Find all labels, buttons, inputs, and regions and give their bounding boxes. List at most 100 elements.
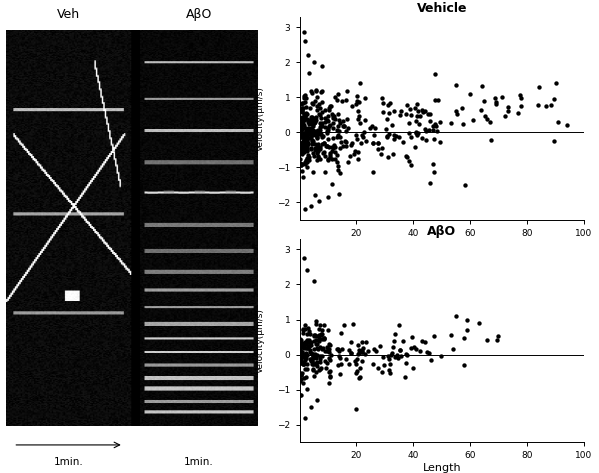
Point <box>305 357 315 364</box>
Point <box>459 334 469 342</box>
Point <box>355 98 364 105</box>
Point <box>298 340 308 347</box>
Point <box>549 137 559 145</box>
Point <box>318 149 328 157</box>
Point <box>304 153 314 160</box>
Point <box>320 123 329 131</box>
Point <box>297 371 306 378</box>
Point <box>301 161 310 168</box>
Point <box>357 348 367 355</box>
Point <box>302 128 312 135</box>
Point <box>333 345 343 352</box>
Point <box>329 112 338 120</box>
Point <box>298 125 307 132</box>
Point <box>298 329 308 336</box>
Point <box>313 340 322 348</box>
Point <box>401 153 411 160</box>
Point <box>368 140 378 147</box>
Point <box>317 140 326 148</box>
Point <box>352 405 361 413</box>
Point <box>317 122 326 130</box>
Point <box>302 360 312 368</box>
Point <box>352 92 362 100</box>
Point <box>308 168 318 176</box>
Point <box>384 355 394 362</box>
Point <box>308 126 318 134</box>
Point <box>425 349 434 357</box>
Point <box>406 112 416 119</box>
Point <box>316 143 325 151</box>
Point <box>320 114 329 122</box>
Point <box>418 337 427 345</box>
Point <box>334 131 343 139</box>
Point <box>298 379 308 387</box>
Point <box>309 345 319 353</box>
Point <box>308 127 318 135</box>
Point <box>408 365 418 372</box>
Point <box>297 99 307 107</box>
Point <box>398 139 407 146</box>
Point <box>301 356 310 363</box>
Point <box>428 126 438 134</box>
Point <box>354 375 364 382</box>
Point <box>334 110 343 117</box>
Point <box>311 86 320 94</box>
Point <box>303 344 313 351</box>
Point <box>315 322 325 329</box>
Point <box>319 322 328 329</box>
Point <box>405 129 415 137</box>
Point <box>301 137 310 145</box>
Point <box>394 134 404 141</box>
Point <box>301 103 311 111</box>
Point <box>311 128 321 135</box>
Point <box>425 117 435 124</box>
Point <box>306 202 316 210</box>
Point <box>352 360 361 368</box>
Point <box>491 94 500 102</box>
Point <box>425 180 435 187</box>
Point <box>317 364 326 372</box>
Point <box>297 109 307 116</box>
Point <box>355 346 364 354</box>
Point <box>497 93 507 100</box>
Point <box>335 354 345 362</box>
Point <box>329 119 338 127</box>
Point <box>362 338 371 346</box>
Point <box>307 360 317 368</box>
Point <box>296 348 305 356</box>
Point <box>414 120 423 128</box>
Point <box>295 117 305 125</box>
Point <box>300 149 309 156</box>
Point <box>301 344 310 352</box>
Point <box>323 118 332 125</box>
Point <box>336 360 346 368</box>
Point <box>388 150 398 158</box>
Point <box>298 117 308 124</box>
Point <box>317 87 327 95</box>
Point <box>296 369 305 377</box>
Point <box>309 119 319 126</box>
Point <box>337 345 347 352</box>
Point <box>351 369 361 377</box>
Point <box>385 369 395 377</box>
Point <box>360 350 370 358</box>
Point <box>307 99 316 106</box>
Point <box>423 348 432 356</box>
Point <box>325 102 335 110</box>
Point <box>503 104 513 111</box>
Point <box>297 375 306 383</box>
Point <box>368 360 377 368</box>
Point <box>300 146 309 153</box>
Point <box>311 129 321 137</box>
Point <box>301 95 310 102</box>
Point <box>307 121 317 128</box>
Point <box>311 127 320 135</box>
Point <box>303 52 313 59</box>
Point <box>300 325 310 333</box>
Point <box>339 321 349 328</box>
Point <box>430 96 440 103</box>
Point <box>297 349 307 356</box>
Point <box>299 254 308 262</box>
Point <box>305 127 315 134</box>
Point <box>304 327 314 335</box>
